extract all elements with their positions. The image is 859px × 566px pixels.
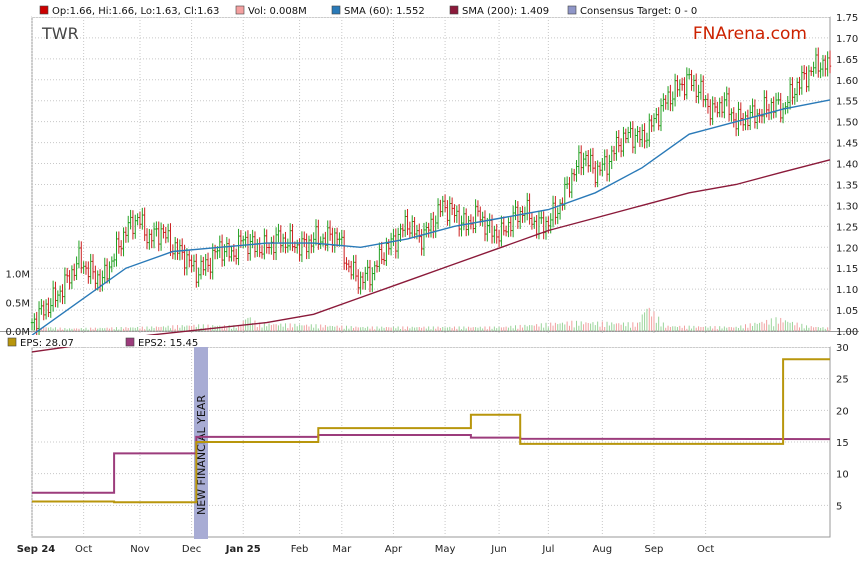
volume-tick-label: 0.5M [5,298,30,309]
price-tick-label: 1.00 [836,327,858,338]
legend-top: Op:1.66, Hi:1.66, Lo:1.63, Cl:1.63 Vol: 0… [32,2,830,17]
legend-label: Consensus Target: 0 - 0 [580,6,697,17]
eps-tick-label: 5 [836,501,842,512]
legend-label: Op:1.66, Hi:1.66, Lo:1.63, Cl:1.63 [52,6,219,17]
price-tick-label: 1.55 [836,97,858,108]
legend-bottom: EPS: 28.07 EPS2: 15.45 [2,335,830,349]
eps-tick-label: 15 [836,438,849,449]
price-tick-label: 1.10 [836,285,858,296]
volume-tick-label: 1.0M [5,270,30,281]
price-tick-label: 1.75 [836,13,858,24]
price-bars [30,47,832,336]
price-tick-label: 1.15 [836,264,858,275]
x-tick-label: Sep 24 [17,544,56,555]
price-tick-label: 1.20 [836,243,858,254]
x-tick-label: Apr [385,544,403,555]
eps-tick-label: 25 [836,375,849,386]
price-tick-label: 1.60 [836,76,858,87]
x-tick-label: Mar [332,544,352,555]
x-tick-label: Jul [541,544,554,555]
legend-label: Vol: 0.008M [248,6,307,17]
x-tick-label: Nov [130,544,150,555]
price-tick-label: 1.45 [836,139,858,150]
legend-swatch [235,5,245,15]
legend-label: EPS2: 15.45 [138,338,198,349]
eps-tick-label: 30 [836,343,849,354]
price-tick-label: 1.65 [836,55,858,66]
legend-swatch [567,5,577,15]
legend-top-bg [32,2,830,17]
x-tick-label: Dec [182,544,201,555]
sma200-line [31,159,831,353]
x-tick-label: Feb [291,544,309,555]
x-tick-label: Aug [593,544,613,555]
volume-tick-label: 0.0M [5,327,30,338]
legend-label: SMA (200): 1.409 [462,6,549,17]
grid [31,16,830,537]
legend-label: SMA (60): 1.552 [344,6,425,17]
legend-swatch [449,5,459,15]
legend-label: EPS: 28.07 [20,338,74,349]
legend-swatch [39,5,49,15]
brand-label: FNArena.com [693,24,807,44]
new-financial-year-label: NEW FINANCIAL YEAR [195,395,208,515]
legend-swatch [125,337,135,347]
volume-bars [31,307,831,331]
price-tick-label: 1.05 [836,306,858,317]
ticker-label: TWR [41,24,79,43]
price-tick-label: 1.50 [836,118,858,129]
legend-swatch [7,337,17,347]
x-tick-label: Sep [645,544,664,555]
eps-tick-label: 20 [836,406,849,417]
eps-line [32,358,830,504]
sma60-line [31,99,831,336]
price-panel [31,16,831,332]
x-tick-label: May [435,544,456,555]
price-tick-label: 1.25 [836,222,858,233]
price-tick-label: 1.30 [836,201,858,212]
x-tick-label: Jun [490,544,507,555]
x-tick-label: Jan 25 [225,544,261,555]
price-tick-label: 1.70 [836,34,858,45]
x-tick-label: Oct [697,544,714,555]
legend-bottom-bg [2,335,830,347]
legend-swatch [331,5,341,15]
eps-tick-label: 10 [836,470,849,481]
price-tick-label: 1.35 [836,180,858,191]
price-tick-label: 1.40 [836,160,858,171]
x-tick-label: Oct [75,544,92,555]
